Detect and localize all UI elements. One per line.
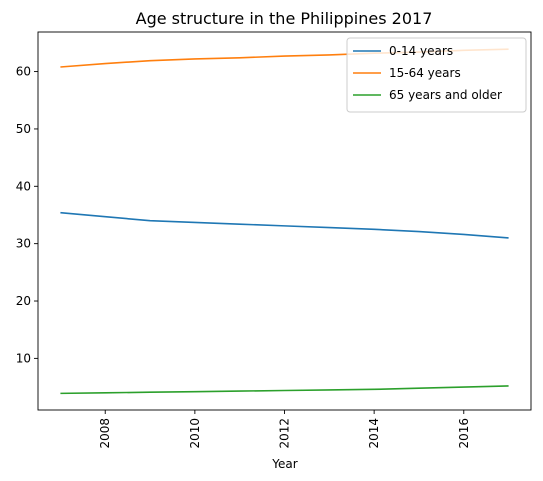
y-tick-label: 50 [16,122,31,136]
legend: 0-14 years 15-64 years 65 years and older [346,37,527,113]
y-tick-label: 20 [16,294,31,308]
legend-box [346,37,527,113]
plot-area: 10 20 30 40 50 60 2008 2010 2012 2014 2016 0-14 yea… [16,31,532,449]
x-axis-label: Year [271,457,297,471]
chart-title: Age structure in the Philippines 2017 [136,9,433,28]
x-tick-label: 2010 [188,418,202,449]
y-tick-label: 60 [16,65,31,79]
y-tick-label: 40 [16,179,31,193]
x-tick-label: 2016 [457,418,471,449]
series-line-2 [60,385,509,395]
legend-label-1: 15-64 years [389,66,461,80]
y-tick-label: 10 [16,351,31,365]
legend-label-0: 0-14 years [389,44,453,58]
x-tick-label: 2008 [98,418,112,449]
legend-label-2: 65 years and older [389,88,502,102]
y-tick-label: 30 [16,237,31,251]
x-tick-label: 2014 [367,418,381,449]
series-line-0 [60,211,509,239]
x-tick-label: 2012 [278,418,292,449]
